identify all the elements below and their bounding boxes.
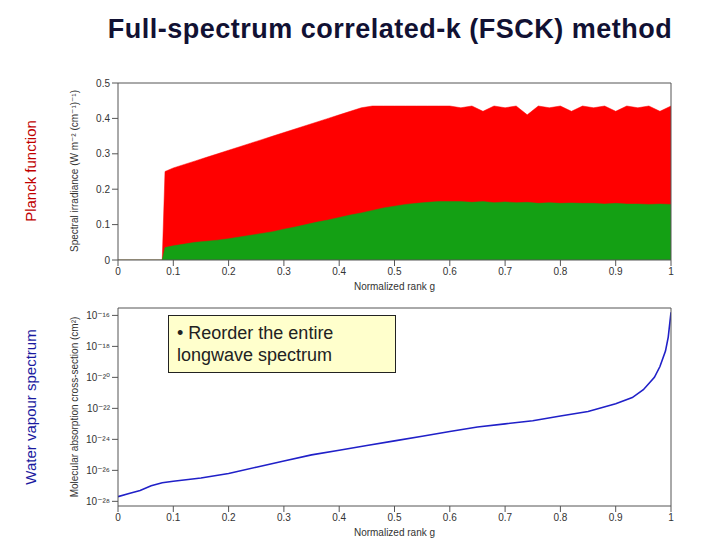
svg-text:0.3: 0.3 [277,512,291,523]
svg-text:0.2: 0.2 [222,512,236,523]
svg-text:0.3: 0.3 [96,148,110,159]
svg-text:0.4: 0.4 [96,113,110,124]
svg-text:Normalized rank g: Normalized rank g [354,281,435,292]
svg-text:0.9: 0.9 [609,512,623,523]
svg-text:0.7: 0.7 [498,512,512,523]
svg-text:0.2: 0.2 [96,184,110,195]
svg-text:0.2: 0.2 [222,266,236,277]
html-text:Spectral irradiance (W m⁻² (cm: Spectral irradiance (W m⁻² (cm⁻¹)⁻¹) [68,90,80,252]
svg-text:10⁻²⁶: 10⁻²⁶ [86,465,110,476]
html-text:Molecular absorption cross-sec: Molecular absorption cross-section (cm²) [68,316,80,497]
svg-text:0.4: 0.4 [332,266,346,277]
svg-text:1: 1 [668,512,674,523]
svg-text:10⁻²⁰: 10⁻²⁰ [86,372,110,383]
svg-text:0.5: 0.5 [96,78,110,89]
svg-text:0.6: 0.6 [443,512,457,523]
svg-text:0.1: 0.1 [166,512,180,523]
html-text:Full-spectrum correlated-k (FS: Full-spectrum correlated-k (FSCK) method [107,14,673,44]
svg-text:0.4: 0.4 [332,512,346,523]
svg-text:0.8: 0.8 [553,512,567,523]
svg-text:0: 0 [104,255,110,266]
svg-text:0: 0 [115,266,121,277]
svg-text:10⁻²⁸: 10⁻²⁸ [86,496,110,507]
svg-text:10⁻¹⁶: 10⁻¹⁶ [86,310,110,321]
svg-text:0.1: 0.1 [166,266,180,277]
svg-text:0.5: 0.5 [388,512,402,523]
html-text:Water vapour spectrum: Water vapour spectrum [21,328,39,485]
html-text:Planck function: Planck function [21,120,39,222]
svg-text:0.9: 0.9 [609,266,623,277]
svg-text:10⁻¹⁸: 10⁻¹⁸ [86,341,110,352]
html-text:• Reorder the entire longwave: • Reorder the entire longwave spectrum [177,323,334,365]
svg-text:0.6: 0.6 [443,266,457,277]
svg-text:0.5: 0.5 [388,266,402,277]
svg-text:0: 0 [115,512,121,523]
svg-text:Normalized rank g: Normalized rank g [354,527,435,538]
svg-text:0.7: 0.7 [498,266,512,277]
svg-text:1: 1 [668,266,674,277]
svg-text:10⁻²⁴: 10⁻²⁴ [86,434,110,445]
svg-text:0.1: 0.1 [96,219,110,230]
svg-text:10⁻²²: 10⁻²² [87,403,111,414]
svg-text:0.3: 0.3 [277,266,291,277]
svg-text:0.8: 0.8 [553,266,567,277]
